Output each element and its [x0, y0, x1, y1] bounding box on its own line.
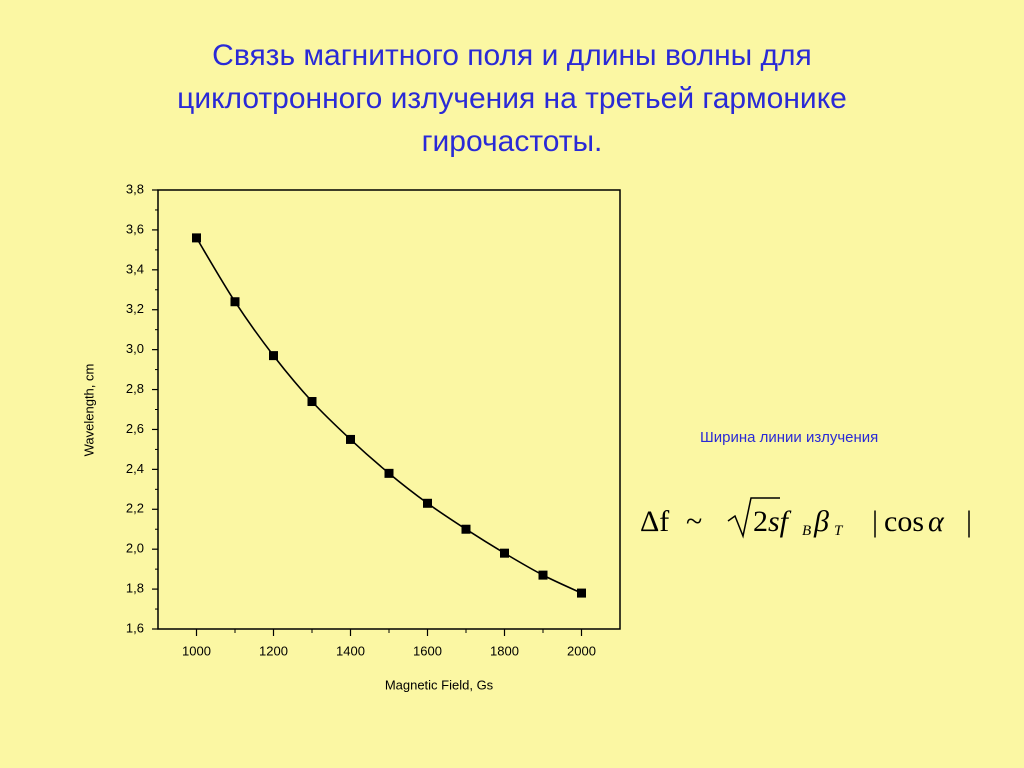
y-tick-label: 3,6 — [126, 221, 144, 236]
y-tick-label: 2,4 — [126, 461, 144, 476]
slide-title: Связь магнитного поля и длины волны для … — [177, 39, 847, 158]
y-tick-label: 2,0 — [126, 541, 144, 556]
data-point — [384, 468, 394, 478]
formula-part: B — [802, 523, 811, 539]
y-tick-label: 2,2 — [126, 501, 144, 516]
data-point — [577, 588, 586, 598]
data-point — [346, 434, 355, 444]
x-tick-label: 1800 — [490, 643, 519, 658]
y-tick-label: 2,8 — [126, 381, 144, 396]
data-point — [307, 397, 317, 407]
x-tick-label: 1400 — [336, 643, 365, 658]
data-point — [423, 498, 432, 508]
formula-part: Δf — [640, 505, 669, 538]
formula-part: | — [872, 505, 878, 538]
plot-frame — [157, 189, 621, 630]
y-tick-label: 1,8 — [126, 581, 144, 596]
formula-part: sf — [768, 505, 792, 538]
y-tick-label: 1,6 — [126, 620, 144, 635]
y-tick-label: 3,4 — [126, 261, 144, 276]
formula-part: ~ — [686, 505, 702, 538]
data-point — [230, 297, 240, 307]
x-tick-label: 1200 — [259, 643, 288, 658]
x-tick-label: 1000 — [182, 643, 211, 658]
x-tick-label: 1600 — [413, 643, 442, 658]
formula-part: 2 — [753, 505, 768, 538]
data-point — [192, 233, 201, 243]
y-tick-label: 3,8 — [126, 181, 144, 196]
formula-part: α — [928, 505, 945, 538]
y-tick-label: 2,6 — [126, 421, 144, 436]
data-point — [269, 351, 278, 361]
y-tick-label: 3,0 — [126, 341, 144, 356]
formula-part: β — [813, 505, 829, 538]
formula: Δf ~ 2 sf B β T | cos α | — [640, 505, 972, 546]
formula-part: T — [834, 523, 844, 539]
formula-part: cos — [884, 505, 924, 538]
data-point — [461, 524, 471, 534]
sqrt-sign — [727, 497, 780, 539]
y-tick-label: 3,2 — [126, 301, 144, 316]
data-point — [500, 548, 509, 558]
x-tick-label: 2000 — [567, 643, 596, 658]
x-axis-label: Magnetic Field, Gs — [385, 677, 494, 692]
formula-part: | — [966, 505, 972, 538]
data-point — [538, 570, 548, 580]
y-axis-label: Wavelength, cm — [81, 364, 96, 457]
data-line — [195, 237, 582, 594]
annotation: Ширина линии излучения — [700, 429, 878, 446]
